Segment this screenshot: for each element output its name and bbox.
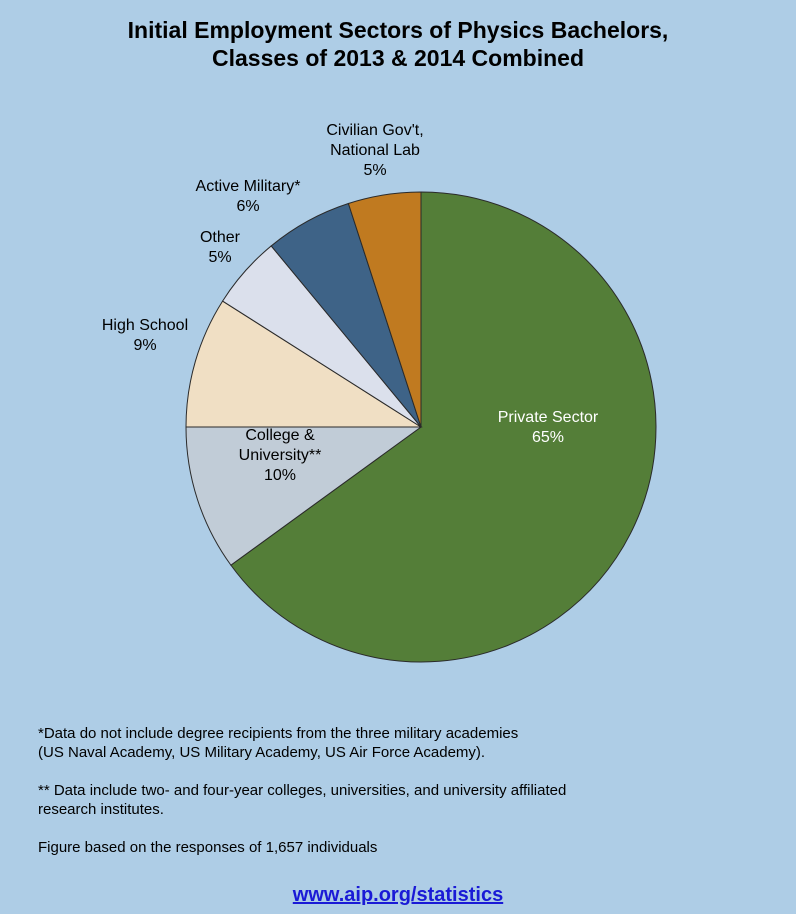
slice-value-label: 5% xyxy=(208,249,231,266)
chart-title-line-1: Initial Employment Sectors of Physics Ba… xyxy=(127,17,669,43)
pie-slice-0 xyxy=(230,191,657,663)
slice-value-label: 6% xyxy=(236,198,259,215)
pie-chart: Private Sector 65% College & University** 10… xyxy=(102,122,657,663)
slice-label-2: High School 9% xyxy=(102,317,188,354)
slice-category-label: University** xyxy=(239,447,322,464)
sample-size-note: Figure based on the responses of 1,657 i… xyxy=(38,839,378,856)
slice-category-label: College & xyxy=(245,427,315,444)
pie-slice-1 xyxy=(185,426,423,566)
college-footnote: ** Data include two- and four-year colle… xyxy=(38,782,567,818)
chart-title: Initial Employment Sectors of Physics Ba… xyxy=(0,16,796,72)
slice-value-label: 9% xyxy=(133,337,156,354)
slice-label-4: Active Military* 6% xyxy=(196,178,301,215)
slice-value-label: 10% xyxy=(264,467,296,484)
military-footnote: *Data do not include degree recipients f… xyxy=(38,725,519,761)
slice-value-label: 65% xyxy=(532,429,564,446)
slice-category-label: Active Military* xyxy=(196,178,301,195)
slice-category-label: High School xyxy=(102,317,188,334)
slice-category-label: Private Sector xyxy=(498,409,599,426)
slice-category-label: Other xyxy=(200,229,241,246)
pie-slice-5 xyxy=(347,191,422,428)
slice-label-3: Other 5% xyxy=(200,229,241,266)
statistics-link[interactable]: www.aip.org/statistics xyxy=(292,884,504,906)
slice-value-label: 5% xyxy=(363,162,386,179)
chart-title-line-2: Classes of 2013 & 2014 Combined xyxy=(212,45,584,71)
slice-category-label: Civilian Gov't, xyxy=(326,122,423,139)
pie-slice-2 xyxy=(185,300,423,428)
slice-category-label: National Lab xyxy=(330,142,420,159)
slice-label-1: College & University** 10% xyxy=(239,427,322,484)
footnotes: *Data do not include degree recipients f… xyxy=(38,724,758,876)
slice-label-0: Private Sector 65% xyxy=(498,409,599,446)
slice-label-5: Civilian Gov't, National Lab 5% xyxy=(326,122,423,179)
